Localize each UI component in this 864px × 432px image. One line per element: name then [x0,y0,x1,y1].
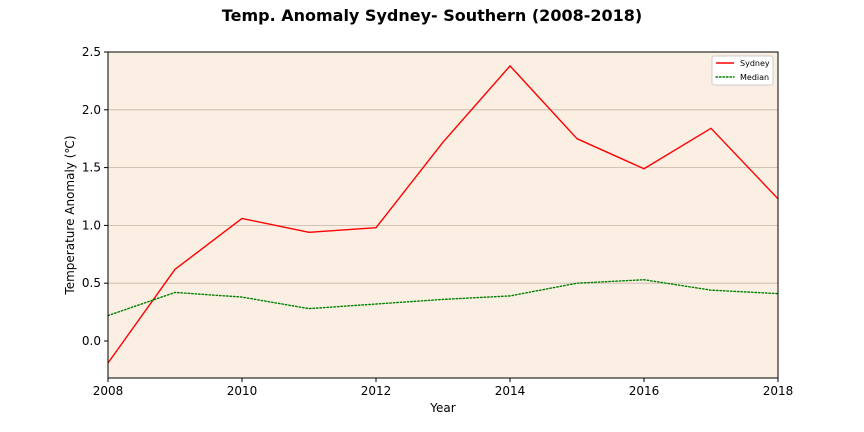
series-layer [107,65,779,364]
y-tick-label: 1.5 [82,161,101,175]
series-line-median [107,279,779,317]
y-tick-label: 0.0 [82,334,101,348]
y-tick-label: 0.5 [82,276,101,290]
y-tick-label: 1.0 [82,218,101,232]
x-tick-label: 2014 [495,384,526,398]
legend-label: Sydney [740,59,770,68]
x-tick-label: 2012 [361,384,392,398]
y-tick-label: 2.5 [82,45,101,59]
y-axis: 0.0 0.5 1.0 1.5 2.0 2.5 [82,45,108,348]
plot-area [108,52,778,378]
series-line-sydney [107,65,779,364]
y-axis-label: Temperature Anomaly (℃) [63,135,77,295]
plot-frame [107,51,779,379]
x-tick-label: 2008 [93,384,124,398]
chart-title: Temp. Anomaly Sydney- Southern (2008-201… [222,6,642,25]
y-tick-label: 2.0 [82,103,101,117]
x-tick-label: 2016 [629,384,660,398]
x-tick-label: 2018 [763,384,794,398]
legend: Sydney Median [711,55,774,86]
legend-label: Median [740,73,769,82]
x-axis-label: Year [429,401,455,415]
x-tick-label: 2010 [227,384,258,398]
x-axis: 2008 2010 2012 2014 2016 2018 [93,378,794,398]
